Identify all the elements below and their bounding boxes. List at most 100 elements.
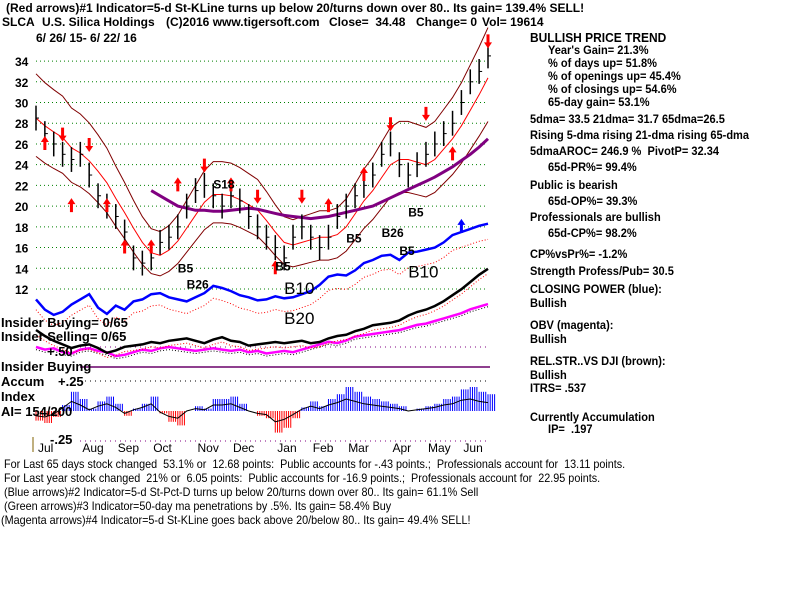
moving-averages: 5dma= 33.5 21dma= 31.7 65dma=26.5 [530, 112, 725, 126]
insider-buying-count: Insider Buying= 0/65 [1, 315, 128, 330]
change: Change= 0 [416, 15, 478, 29]
year-gain: Year's Gain= 21.3% [548, 43, 649, 57]
minus-25-label: -.25 [50, 432, 73, 447]
ticker: SLCA [2, 15, 35, 29]
obv-ma [35, 306, 489, 360]
closings-up: % of closings up= 54.6% [548, 82, 677, 96]
ma-direction: Rising 5-dma rising 21-dma rising 65-dma [530, 128, 750, 142]
footer-green-arrows: (Green arrows)#3 Indicator=50-day ma pen… [4, 499, 392, 513]
arrow-down-icon [85, 137, 94, 152]
closing-power-title: CLOSING POWER (blue): [530, 282, 662, 296]
insider-buying-label: Insider Buying [1, 359, 92, 374]
insider-selling-count: Insider Selling= 0/65 [1, 329, 127, 344]
y-tick-label: 34 [15, 55, 29, 69]
closing-power-ma [35, 238, 489, 327]
y-tick-label: 18 [15, 221, 29, 235]
arrow-up-icon [359, 167, 368, 182]
month-label: Dec [233, 441, 254, 455]
upper-band [35, 27, 489, 233]
rel-strength-title: REL.STR..VS DJI (brown): [530, 354, 666, 368]
y-tick-label: 16 [15, 242, 29, 256]
y-tick-label: 12 [15, 283, 29, 297]
month-label: Jun [463, 441, 482, 455]
cp-vs-pr: CP%vsPr%= -1.2% [530, 247, 628, 261]
copyright: (C)2016 www.tigersoft.com [166, 15, 320, 29]
month-label: Oct [153, 441, 172, 455]
obv-title: OBV (magenta): [530, 318, 614, 332]
arrow-up-icon [448, 146, 457, 161]
month-label: May [428, 441, 451, 455]
openings-up: % of openings up= 45.4% [548, 69, 681, 83]
signal-annotation: B5 [346, 231, 362, 245]
footer-blue-arrows: (Blue arrows)#2 Indicator=5-d St-Pct-D t… [4, 485, 479, 499]
rel-strength-line [35, 267, 489, 355]
ai-value: AI= 154/200 [1, 404, 73, 419]
public-status: Public is bearish [530, 178, 618, 192]
accum-ma [35, 398, 489, 423]
arrow-down-icon [386, 117, 395, 132]
index-label: Index [1, 389, 35, 404]
rel-strength-state: Bullish [530, 368, 567, 382]
obv-line [35, 302, 489, 358]
itrs: ITRS= .537 [530, 381, 587, 395]
arrow-up-icon [40, 135, 49, 150]
month-label: Jul [38, 441, 53, 455]
professionals-status: Professionals are bullish [530, 210, 661, 224]
accumulation-status: Currently Accumulation [530, 410, 655, 424]
y-tick-label: 24 [15, 159, 29, 173]
pr-percent: 65d-PR%= 99.4% [548, 160, 637, 174]
month-label: Apr [393, 441, 412, 455]
arrow-down-icon [484, 34, 492, 49]
lower-band [35, 121, 489, 277]
ma21-line [35, 77, 489, 256]
plus-25-label: +.25 [58, 374, 84, 389]
signal-annotation: B26 [187, 278, 209, 292]
company-name: U.S. Silica Holdings [42, 15, 155, 29]
closing-power-line [35, 222, 489, 317]
arrow-down-icon [58, 127, 67, 142]
arrow-up-icon [120, 239, 129, 254]
signal-annotation: S18 [213, 178, 235, 192]
cp-percent: 65d-CP%= 98.2% [548, 226, 637, 240]
y-tick-label: 22 [15, 179, 29, 193]
y-tick-label: 14 [15, 262, 29, 276]
arrow-up-icon [324, 198, 333, 213]
gain-65day: 65-day gain= 53.1% [548, 95, 650, 109]
plus-50-label: +.50 [47, 344, 73, 359]
footer-magenta-arrows: (Magenta arrows)#4 Indicator=5-d St-KLin… [1, 513, 471, 527]
signal-annotation: B5 [275, 259, 291, 273]
month-label: Nov [198, 441, 219, 455]
signal-annotation: B5 [408, 205, 424, 219]
y-tick-label: 26 [15, 138, 29, 152]
close-price: Close= 34.48 [329, 15, 406, 29]
signal-annotation: B5 [399, 244, 415, 258]
signal-annotation: B5 [178, 261, 194, 275]
footer-line-65day: For Last 65 days stock changed 53.1% or … [4, 457, 626, 471]
arrow-down-icon [253, 189, 262, 204]
aroc-pivot: 5dmaAROC= 246.9 % PivotP= 32.34 [530, 144, 720, 158]
signal-annotation: B10 [284, 279, 314, 298]
arrow-up-icon [173, 177, 182, 192]
y-tick-label: 28 [15, 117, 29, 131]
arrow-up-icon [67, 198, 76, 213]
month-label: Aug [82, 441, 103, 455]
arrow-up-icon [226, 177, 235, 192]
days-up: % of days up= 51.8% [548, 56, 657, 70]
signal-annotation: B20 [284, 309, 314, 328]
closing-power-state: Bullish [530, 296, 567, 310]
obv-state: Bullish [530, 332, 567, 346]
trend-title: BULLISH PRICE TREND [530, 30, 667, 45]
ip-value: IP= .197 [548, 422, 593, 436]
month-label: Jan [277, 441, 296, 455]
accum-label: Accum [1, 374, 45, 389]
volume: Vol= 19614 [482, 15, 544, 29]
y-tick-label: 20 [15, 200, 29, 214]
month-label: Mar [348, 441, 369, 455]
arrow-up-icon [457, 218, 466, 233]
arrow-up-icon [271, 260, 280, 275]
signal-annotation: B10 [408, 262, 438, 281]
arrow-down-icon [421, 106, 430, 121]
signal-1-description: (Red arrows)#1 Indicator=5-d St-KLine tu… [6, 1, 585, 15]
ma65-line [150, 137, 490, 221]
